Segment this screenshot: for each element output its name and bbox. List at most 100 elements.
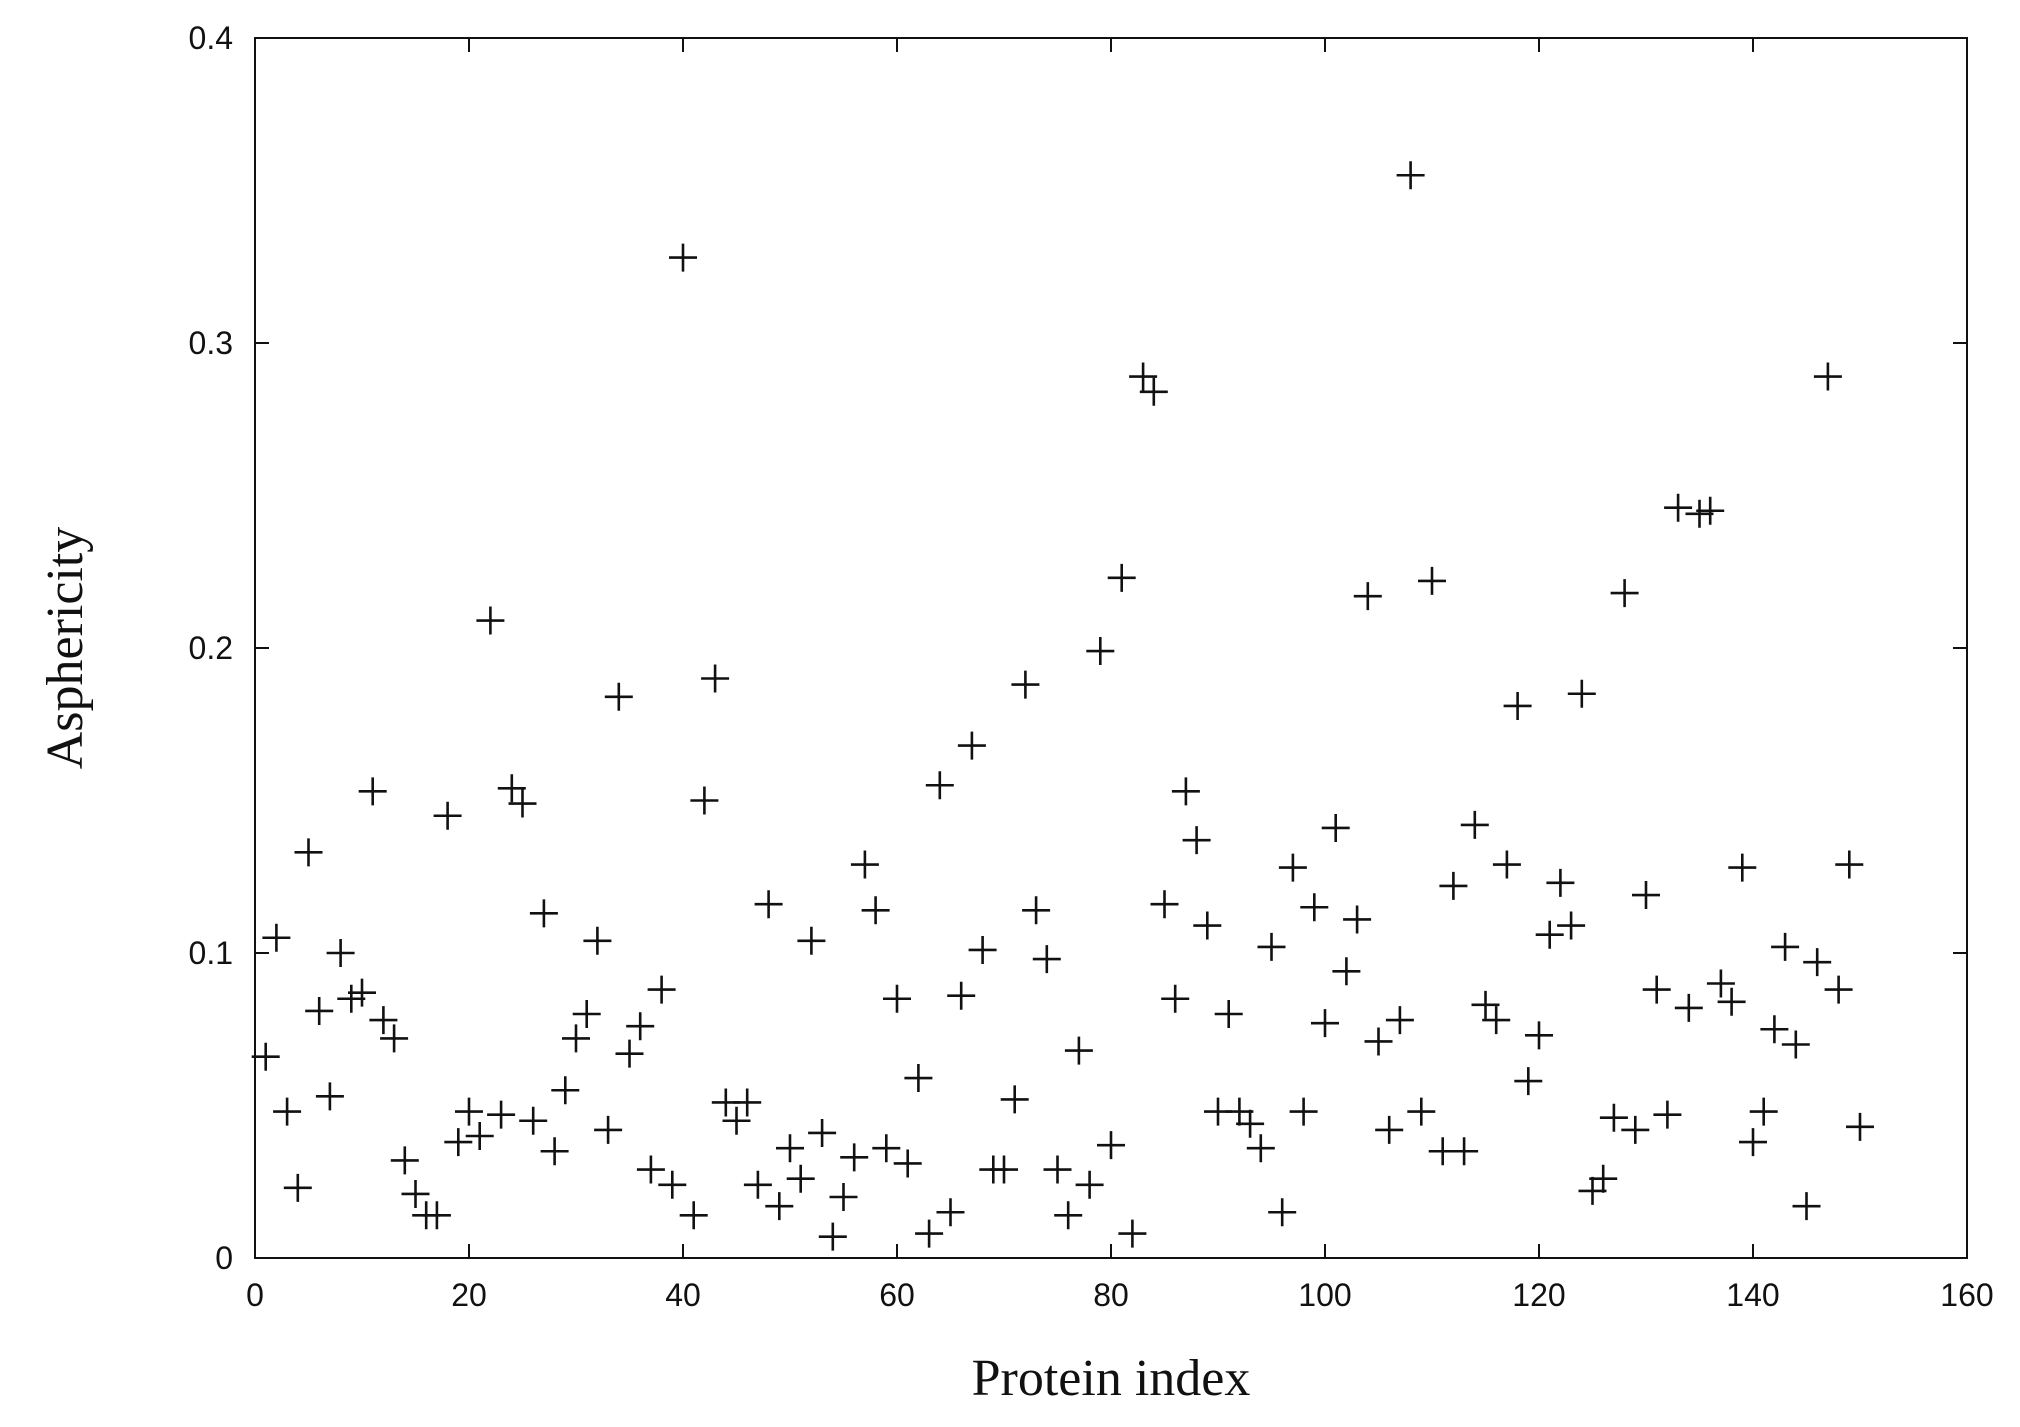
- data-point: [636, 1155, 665, 1184]
- data-point: [1000, 1085, 1029, 1114]
- data-point: [1043, 1155, 1072, 1184]
- data-point: [540, 1137, 569, 1166]
- data-point: [722, 1106, 751, 1135]
- data-point: [850, 850, 879, 879]
- data-point: [872, 1134, 901, 1163]
- data-point: [776, 1134, 804, 1163]
- plot-frame: [254, 37, 1968, 1259]
- data-point: [1375, 1115, 1404, 1144]
- data-point: [883, 984, 911, 1013]
- data-point: [1514, 1067, 1543, 1096]
- data-point: [968, 935, 997, 964]
- y-tick-label: 0.1: [189, 935, 233, 971]
- data-point: [1385, 1006, 1414, 1035]
- data-point: [1803, 948, 1832, 977]
- data-point: [1674, 993, 1703, 1022]
- data-point: [1471, 990, 1500, 1019]
- data-point: [615, 1039, 644, 1068]
- data-point: [808, 1118, 837, 1147]
- x-tick-label: 140: [1726, 1277, 1779, 1313]
- data-point: [690, 786, 719, 815]
- data-point: [572, 1000, 601, 1028]
- data-point: [1824, 975, 1853, 1004]
- data-point: [1139, 377, 1168, 406]
- data-point: [1214, 1000, 1243, 1028]
- data-point: [1075, 1170, 1104, 1199]
- data-point: [251, 1042, 280, 1071]
- data-point: [1760, 1015, 1789, 1044]
- data-point: [497, 774, 526, 803]
- data-point: [1353, 582, 1382, 611]
- data-point: [1846, 1112, 1874, 1141]
- data-point: [422, 1201, 451, 1230]
- data-point: [990, 1155, 1018, 1184]
- data-point: [508, 789, 537, 818]
- data-point: [1610, 579, 1639, 608]
- data-point: [957, 731, 986, 760]
- data-point: [519, 1106, 548, 1135]
- data-point: [604, 682, 633, 711]
- data-point: [294, 838, 323, 867]
- data-point: [1578, 1176, 1607, 1205]
- data-point: [1332, 957, 1361, 986]
- data-point: [315, 1082, 344, 1111]
- data-point: [1546, 868, 1575, 897]
- data-point: [1193, 911, 1222, 940]
- data-point: [1781, 1030, 1810, 1059]
- y-axis-label: Asphericity: [37, 527, 94, 770]
- data-point: [840, 1143, 869, 1172]
- data-point: [626, 1012, 655, 1041]
- data-point: [1482, 1006, 1511, 1035]
- data-point: [1813, 362, 1842, 391]
- data-point: [1107, 563, 1136, 592]
- data-point: [818, 1222, 847, 1251]
- data-point: [1653, 1100, 1682, 1129]
- data-point: [433, 801, 462, 830]
- data-point: [283, 1173, 312, 1202]
- data-point: [893, 1149, 922, 1178]
- data-point: [936, 1198, 965, 1227]
- data-point: [1535, 920, 1564, 949]
- data-point: [1503, 691, 1532, 720]
- data-point: [1396, 161, 1425, 190]
- x-tick-label: 0: [246, 1277, 264, 1313]
- data-point: [401, 1179, 430, 1208]
- data-point: [1064, 1036, 1093, 1065]
- data-point: [1685, 499, 1714, 528]
- data-point: [594, 1115, 623, 1144]
- data-point: [947, 981, 976, 1010]
- data-point: [1086, 637, 1115, 666]
- data-point: [562, 1024, 590, 1053]
- data-point: [487, 1100, 516, 1129]
- data-point: [1567, 679, 1596, 708]
- data-point: [465, 1122, 494, 1150]
- data-point: [1589, 1164, 1618, 1193]
- x-tick-label: 20: [451, 1277, 487, 1313]
- data-point: [1792, 1192, 1821, 1221]
- data-point: [1236, 1109, 1265, 1138]
- data-point: [733, 1088, 762, 1117]
- x-tick-label: 120: [1512, 1277, 1565, 1313]
- data-point: [1642, 975, 1671, 1004]
- data-point: [1407, 1097, 1436, 1126]
- data-point: [658, 1170, 687, 1199]
- data-point: [1278, 853, 1307, 882]
- data-point: [1257, 932, 1286, 961]
- data-point: [1557, 911, 1586, 940]
- data-point: [1717, 987, 1746, 1016]
- data-point: [786, 1164, 815, 1193]
- data-point: [1171, 777, 1200, 806]
- x-tick-label: 80: [1093, 1277, 1129, 1313]
- data-point: [1525, 1021, 1553, 1050]
- data-point: [455, 1097, 483, 1126]
- data-point: [1321, 813, 1350, 842]
- y-tick-label: 0: [215, 1240, 233, 1276]
- data-point: [679, 1201, 708, 1230]
- x-tick-label: 100: [1298, 1277, 1351, 1313]
- data-point: [925, 771, 954, 800]
- x-tick-label: 60: [879, 1277, 915, 1313]
- x-tick-label: 40: [665, 1277, 701, 1313]
- data-point: [390, 1146, 419, 1175]
- data-point: [1022, 896, 1051, 925]
- data-point: [1225, 1097, 1254, 1126]
